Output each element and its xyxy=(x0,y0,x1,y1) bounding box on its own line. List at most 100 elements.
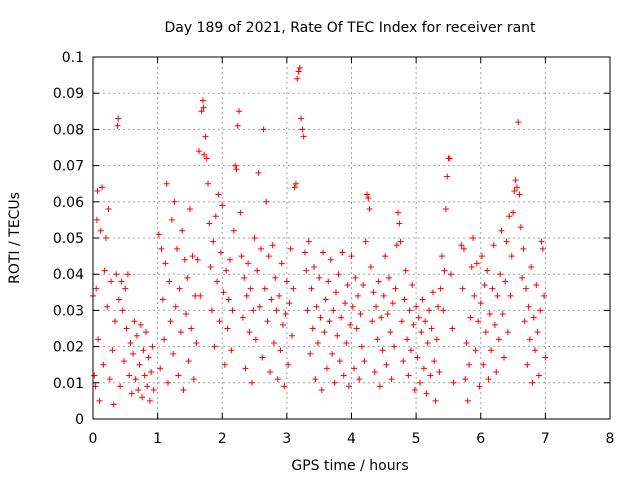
data-point xyxy=(220,289,227,296)
data-point xyxy=(229,307,236,314)
data-point xyxy=(170,350,177,357)
data-point xyxy=(100,361,107,368)
data-point xyxy=(529,379,536,386)
gridlines xyxy=(93,57,610,419)
data-point xyxy=(353,325,360,332)
data-point xyxy=(210,238,217,245)
y-tick-label: 0.09 xyxy=(53,86,84,102)
data-point xyxy=(494,292,501,299)
data-point xyxy=(382,253,389,260)
data-point xyxy=(208,307,215,314)
data-point xyxy=(130,350,137,357)
data-point xyxy=(314,339,321,346)
data-point xyxy=(272,274,279,281)
data-point xyxy=(442,206,449,213)
data-point xyxy=(349,303,356,310)
data-point xyxy=(516,191,523,198)
data-point xyxy=(157,365,164,372)
data-point xyxy=(260,126,267,133)
data-point xyxy=(242,365,249,372)
data-point xyxy=(339,249,346,256)
data-point xyxy=(148,368,155,375)
data-point xyxy=(127,339,134,346)
data-point xyxy=(417,379,424,386)
data-point xyxy=(369,318,376,325)
data-point xyxy=(301,249,308,256)
data-point xyxy=(406,307,413,314)
x-tick-label: 5 xyxy=(412,431,421,447)
data-point xyxy=(471,292,478,299)
data-point xyxy=(263,198,270,205)
y-tick-label: 0.05 xyxy=(53,231,84,247)
data-point xyxy=(195,148,202,155)
data-point xyxy=(438,253,445,260)
data-point xyxy=(296,64,303,71)
data-point xyxy=(402,267,409,274)
data-point xyxy=(128,390,135,397)
y-tick-label: 0.06 xyxy=(53,195,84,211)
data-point xyxy=(458,242,465,249)
x-tick-label: 4 xyxy=(347,431,356,447)
data-point xyxy=(435,303,442,310)
x-tick-label: 8 xyxy=(606,431,615,447)
data-point xyxy=(251,235,258,241)
data-point xyxy=(270,339,277,346)
data-point xyxy=(246,329,253,336)
data-point xyxy=(279,321,286,328)
data-points xyxy=(90,64,549,408)
data-point xyxy=(309,325,316,332)
data-point xyxy=(482,329,489,336)
data-point xyxy=(307,350,314,357)
data-point xyxy=(281,383,288,390)
data-point xyxy=(476,383,483,390)
data-point xyxy=(495,336,502,343)
data-point xyxy=(366,206,373,213)
data-point xyxy=(330,307,337,314)
data-point xyxy=(212,213,219,220)
data-point xyxy=(150,387,157,394)
data-point xyxy=(252,336,259,343)
data-point xyxy=(320,249,327,256)
data-point xyxy=(115,296,122,303)
data-point xyxy=(326,318,333,325)
data-point xyxy=(473,260,480,267)
data-point xyxy=(144,383,151,390)
data-point xyxy=(428,325,435,332)
data-point xyxy=(515,119,522,126)
data-point xyxy=(227,256,234,263)
data-point xyxy=(142,329,149,336)
data-point xyxy=(167,318,174,325)
data-point xyxy=(162,260,169,267)
data-point xyxy=(282,311,289,318)
data-point xyxy=(308,285,315,292)
data-point xyxy=(462,376,469,383)
data-point xyxy=(237,209,244,216)
data-point xyxy=(535,372,542,379)
data-point xyxy=(528,263,535,270)
data-point xyxy=(508,253,515,260)
data-point xyxy=(286,300,293,307)
data-point xyxy=(517,224,524,231)
data-point xyxy=(321,329,328,336)
data-point xyxy=(250,307,257,314)
data-point xyxy=(475,318,482,325)
data-point xyxy=(389,300,396,307)
data-point xyxy=(433,336,440,343)
data-point xyxy=(136,361,143,368)
data-point xyxy=(325,278,332,285)
data-point xyxy=(499,311,506,318)
x-tick-label: 3 xyxy=(282,431,291,447)
y-tick-label: 0.04 xyxy=(53,267,84,283)
data-point xyxy=(217,249,224,256)
data-point xyxy=(512,177,519,184)
x-tick-label: 7 xyxy=(541,431,550,447)
data-point xyxy=(198,108,205,115)
data-point xyxy=(99,184,106,191)
data-point xyxy=(327,256,334,263)
data-point xyxy=(171,198,178,205)
data-point xyxy=(503,238,510,245)
data-point xyxy=(525,303,532,310)
data-point xyxy=(96,397,103,404)
data-point xyxy=(506,213,513,220)
data-point xyxy=(335,271,342,278)
